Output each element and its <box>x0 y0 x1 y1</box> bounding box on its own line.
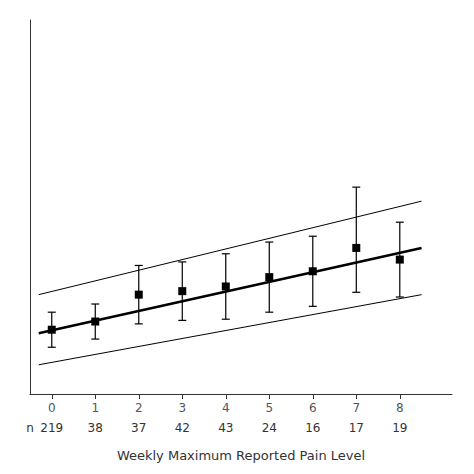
svg-text:4: 4 <box>222 401 230 415</box>
svg-text:2: 2 <box>135 401 143 415</box>
svg-text:7: 7 <box>352 401 360 415</box>
svg-text:3: 3 <box>178 401 186 415</box>
svg-text:219: 219 <box>40 421 63 435</box>
svg-text:1: 1 <box>91 401 99 415</box>
svg-text:17: 17 <box>349 421 364 435</box>
svg-text:n: n <box>26 421 34 435</box>
svg-text:5: 5 <box>265 401 273 415</box>
svg-text:37: 37 <box>131 421 146 435</box>
svg-text:42: 42 <box>175 421 190 435</box>
svg-text:8: 8 <box>396 401 404 415</box>
svg-text:43: 43 <box>218 421 233 435</box>
svg-text:38: 38 <box>88 421 103 435</box>
svg-text:16: 16 <box>305 421 320 435</box>
svg-text:6: 6 <box>309 401 317 415</box>
svg-text:0: 0 <box>48 401 56 415</box>
svg-text:19: 19 <box>392 421 407 435</box>
svg-text:24: 24 <box>262 421 277 435</box>
svg-text:Weekly Maximum Reported Pain L: Weekly Maximum Reported Pain Level <box>117 448 365 463</box>
